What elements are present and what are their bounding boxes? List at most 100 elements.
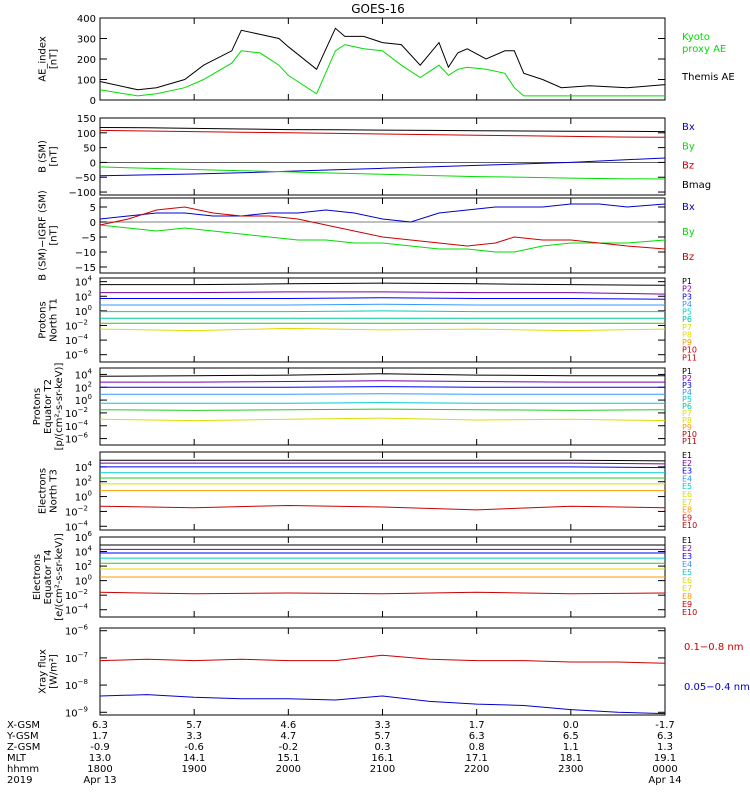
y-axis-label: Equator T4 (43, 550, 54, 605)
x-tick-label: 0000 (652, 764, 677, 775)
series-line-0-1-0-8-nm (99, 654, 666, 664)
x-tick-label: 16.1 (371, 753, 393, 764)
legend-entry: P8 (682, 330, 692, 339)
legend-entry: P10 (682, 346, 697, 355)
y-tick-label: −10 (75, 248, 96, 259)
legend-entry: P7 (682, 323, 692, 332)
x-tick-label: 2300 (558, 764, 583, 775)
x-axis-row-label: Z-GSM (7, 742, 40, 753)
legend-entry: P4 (682, 388, 692, 397)
y-axis-label: B (SM)−IGRF (SM) (38, 190, 49, 281)
series-line-e1 (100, 459, 666, 462)
legend-entry: P11 (682, 437, 697, 446)
panel-frame (99, 367, 666, 446)
x-tick-label: -1.7 (655, 720, 675, 731)
x-tick-label: 2000 (276, 764, 301, 775)
x-tick-label: -0.2 (279, 742, 299, 753)
legend-entry: P3 (682, 292, 692, 301)
series-line-p7 (99, 417, 666, 422)
x-tick-label: 1.7 (92, 731, 108, 742)
y-tick-label: 100 (75, 393, 92, 407)
legend-entry: Bx (682, 202, 695, 213)
legend-entry: E3 (682, 467, 692, 476)
legend-entry: P4 (682, 300, 692, 309)
y-axis-label: Xray flux (38, 649, 49, 694)
y-axis-label: Equator T2 (43, 379, 54, 434)
series-line-e2 (100, 462, 666, 465)
y-tick-exponent: −8 (78, 678, 88, 686)
y-tick-exponent: −6 (78, 348, 89, 356)
legend-entry: Kyoto (682, 32, 710, 43)
y-tick-exponent: 2 (88, 380, 92, 388)
series-line-p1 (99, 373, 665, 377)
x-tick-label: -0.9 (90, 742, 110, 753)
y-tick-label: 100 (77, 129, 96, 140)
y-tick-exponent: 2 (88, 289, 92, 297)
y-axis-label: Protons (38, 301, 49, 338)
series-line-e8 (99, 504, 666, 511)
x-tick-label: 6.5 (563, 731, 579, 742)
y-tick-label: 300 (77, 35, 96, 46)
y-tick-label: 0 (90, 96, 96, 107)
legend-entry: E10 (682, 521, 697, 530)
y-tick-label: 104 (75, 545, 93, 559)
panel-frame (99, 197, 666, 274)
legend-entry: E4 (682, 560, 692, 569)
legend-entry: 0.1−0.8 nm (684, 642, 743, 653)
legend-entry: Themis AE (681, 72, 735, 83)
legend-entry: Bmag (682, 180, 711, 191)
x-tick-label: 18.1 (560, 753, 582, 764)
series-line-p2 (100, 291, 666, 295)
y-tick-label: 10−6 (65, 624, 89, 638)
y-tick-label: 10−6 (65, 432, 89, 446)
series-line-p2 (100, 380, 665, 383)
x-tick-label: 3.3 (186, 731, 202, 742)
y-tick-exponent: 2 (88, 475, 92, 483)
x-tick-label: 1.7 (469, 720, 485, 731)
y-tick-exponent: 4 (88, 545, 93, 553)
series-line-p4 (100, 393, 665, 395)
series-line-bz (99, 129, 666, 138)
panel-8: 10−9 10−8 10−7 10−6 Xray flux [W/m²] 0.1−0.8 n… (38, 624, 750, 720)
y-tick-label: 102 (75, 289, 92, 303)
y-axis-label: [p/(cm²-s-sr-keV)] (54, 363, 65, 451)
series-line-e3 (100, 466, 666, 469)
series-line-p3 (100, 386, 665, 388)
y-tick-label: 10−4 (65, 519, 89, 533)
legend-entry: E7 (682, 498, 692, 507)
y-tick-label: 102 (75, 475, 92, 489)
series-line-by (99, 166, 666, 180)
x-tick-label: 5.7 (375, 731, 391, 742)
y-axis-label: B (SM) (38, 140, 49, 173)
legend-entry: P11 (682, 353, 697, 362)
x-axis-row-label: Y-GSM (6, 731, 39, 742)
legend-entry: E5 (682, 482, 692, 491)
x-axis-row-label: MLT (7, 753, 27, 764)
legend-entry: E8 (682, 506, 692, 515)
x-axis-row-label: 2019 (7, 775, 32, 786)
y-tick-exponent: 2 (88, 559, 92, 567)
legend-entry: P5 (682, 395, 692, 404)
legend-entry: E7 (682, 584, 692, 593)
legend-entry: Bx (682, 122, 695, 133)
y-axis-label: Electrons (38, 468, 49, 514)
legend-entry: P2 (682, 374, 692, 383)
y-tick-label: −50 (75, 173, 96, 184)
y-tick-exponent: −4 (78, 519, 89, 527)
y-axis-label: Electrons (32, 554, 43, 600)
y-tick-label: 100 (75, 574, 92, 588)
y-tick-exponent: 0 (88, 574, 92, 582)
series-line-p8 (99, 327, 666, 332)
series-line-bx (99, 157, 666, 177)
y-tick-exponent: 4 (88, 367, 93, 375)
y-tick-label: 10−8 (65, 678, 88, 692)
y-tick-label: 0 (90, 218, 96, 229)
x-axis-row-label: hhmm (7, 764, 39, 775)
legend-entry: P5 (682, 308, 692, 317)
y-axis-label: [e/(cm²-s-sr-keV)] (54, 533, 65, 621)
legend-entry: E8 (682, 592, 692, 601)
